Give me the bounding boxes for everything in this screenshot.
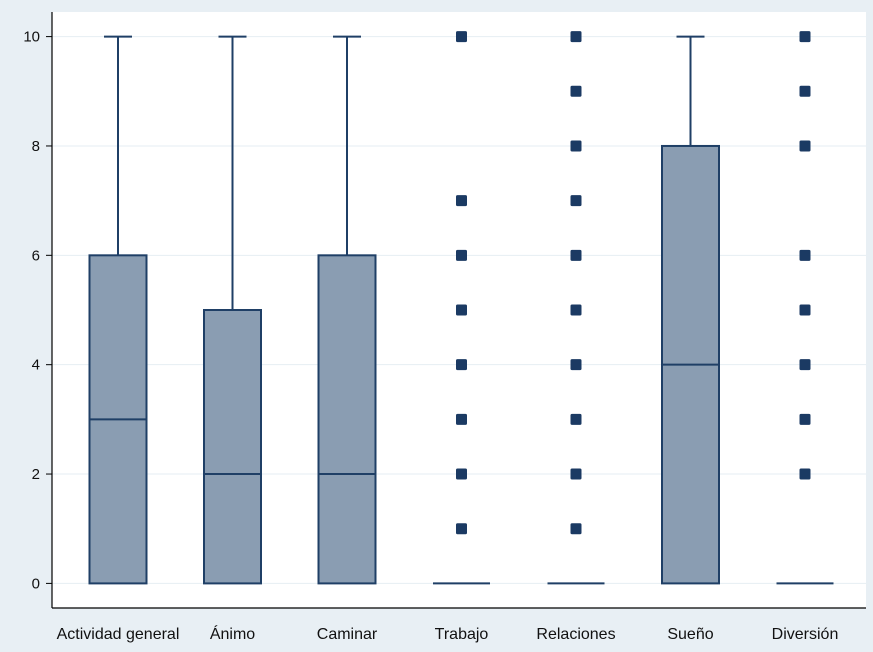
outlier-point bbox=[456, 31, 467, 43]
outlier-point bbox=[570, 468, 582, 480]
box-group-2 bbox=[317, 35, 377, 585]
outlier-point bbox=[456, 413, 467, 425]
outlier-point bbox=[799, 468, 811, 480]
outlier-point bbox=[570, 85, 582, 97]
outlier-point bbox=[570, 304, 582, 316]
box-group-6 bbox=[776, 31, 834, 585]
boxes-layer bbox=[88, 31, 834, 585]
box-group-5 bbox=[661, 35, 720, 585]
outlier-point bbox=[799, 249, 811, 261]
outlier-point bbox=[799, 140, 811, 152]
outlier-point bbox=[799, 413, 811, 425]
outlier-point bbox=[570, 359, 582, 371]
outlier-point bbox=[570, 523, 582, 535]
y-tick-label: 0 bbox=[32, 575, 40, 592]
outlier-point bbox=[456, 249, 467, 261]
box-group-3 bbox=[433, 31, 490, 585]
box-group-4 bbox=[547, 31, 605, 585]
x-category-label: Caminar bbox=[317, 626, 378, 643]
x-category-label: Diversión bbox=[772, 626, 839, 643]
box bbox=[203, 309, 262, 585]
outlier-point bbox=[456, 523, 467, 535]
outlier-point bbox=[570, 249, 582, 261]
outlier-point bbox=[570, 140, 582, 152]
outlier-point bbox=[570, 413, 582, 425]
x-category-label: Trabajo bbox=[435, 626, 489, 643]
y-tick-label: 10 bbox=[23, 29, 40, 46]
x-category-label: Sueño bbox=[667, 626, 713, 643]
outlier-point bbox=[456, 195, 467, 207]
box-group-1 bbox=[203, 35, 262, 585]
box bbox=[317, 254, 377, 585]
outlier-point bbox=[456, 359, 467, 371]
outlier-point bbox=[799, 85, 811, 97]
y-tick-label: 4 bbox=[32, 357, 40, 374]
outlier-point bbox=[570, 31, 582, 43]
labels-layer: 0 2 4 6 8 10 Actividad general Ánimo Caminar Trab… bbox=[23, 29, 838, 643]
y-tick-label: 6 bbox=[32, 247, 40, 264]
x-category-label: Actividad general bbox=[57, 626, 180, 643]
outlier-point bbox=[456, 468, 467, 480]
axes bbox=[46, 12, 866, 609]
outlier-point bbox=[456, 304, 467, 316]
box-group-0 bbox=[88, 35, 148, 585]
y-tick-label: 2 bbox=[32, 466, 40, 483]
x-category-label: Relaciones bbox=[536, 626, 615, 643]
outlier-point bbox=[799, 359, 811, 371]
outlier-point bbox=[799, 304, 811, 316]
x-category-label: Ánimo bbox=[210, 624, 255, 643]
y-tick-label: 8 bbox=[32, 138, 40, 155]
outlier-point bbox=[570, 195, 582, 207]
outlier-point bbox=[799, 31, 811, 43]
